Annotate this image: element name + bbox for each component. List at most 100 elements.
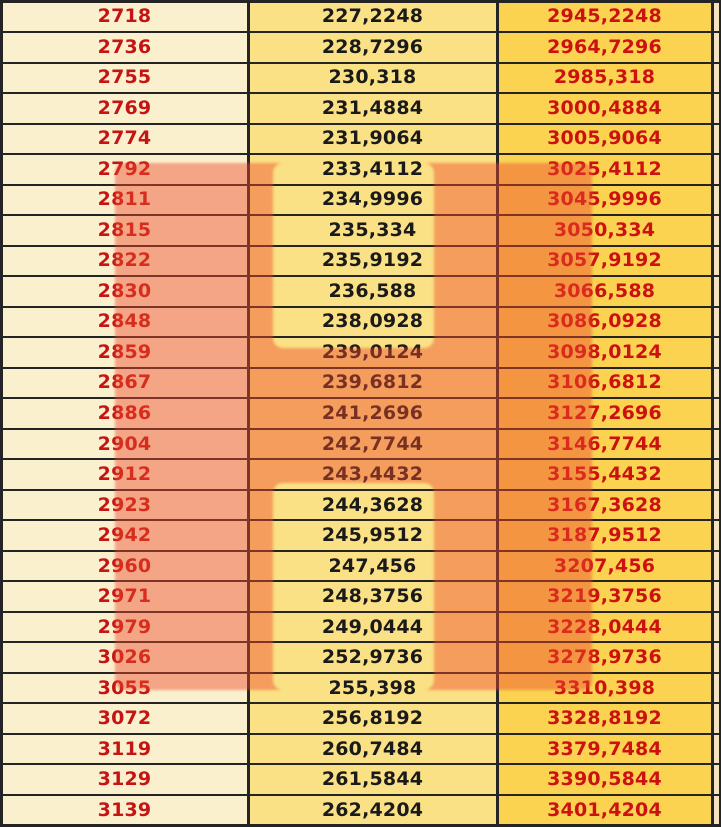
cell-row10-col3[interactable]: 3066,588: [498, 277, 711, 306]
cell-row24-col1[interactable]: 3072: [2, 704, 247, 733]
cell-row20-col3[interactable]: 3219,3756: [498, 582, 711, 611]
cell-row14-col1[interactable]: 2886: [2, 399, 247, 428]
cell-row6-col1[interactable]: 2792: [2, 155, 247, 184]
cell-row10-col1[interactable]: 2830: [2, 277, 247, 306]
cell-row25-col3[interactable]: 3379,7484: [498, 734, 711, 764]
cell-row4-col3[interactable]: 3000,4884: [498, 94, 711, 123]
cell-row7-col3[interactable]: 3045,9996: [498, 185, 711, 215]
cell-row1-col3[interactable]: 2945,2248: [498, 2, 711, 32]
cell-row4-col2[interactable]: 231,4884: [249, 94, 496, 123]
cell-row20-col2[interactable]: 248,3756: [249, 582, 496, 611]
cell-row16-col2[interactable]: 243,4432: [249, 460, 496, 489]
edge-strip-cell: [713, 338, 719, 367]
edge-strip-cell: [713, 704, 719, 733]
cell-row11-col2[interactable]: 238,0928: [249, 307, 496, 337]
cell-row9-col2[interactable]: 235,9192: [249, 246, 496, 276]
cell-row13-col3[interactable]: 3106,6812: [498, 368, 711, 398]
cell-row7-col2[interactable]: 234,9996: [249, 185, 496, 215]
cell-row5-col1[interactable]: 2774: [2, 124, 247, 154]
edge-strip-cell: [713, 124, 719, 154]
cell-row26-col1[interactable]: 3129: [2, 765, 247, 794]
cell-row12-col2[interactable]: 239,0124: [249, 338, 496, 367]
edge-strip-cell: [713, 63, 719, 93]
edge-strip-cell: [713, 582, 719, 611]
cell-row10-col2[interactable]: 236,588: [249, 277, 496, 306]
edge-strip-cell: [713, 612, 719, 642]
cell-row3-col3[interactable]: 2985,318: [498, 63, 711, 93]
cell-row26-col2[interactable]: 261,5844: [249, 765, 496, 794]
cell-row14-col3[interactable]: 3127,2696: [498, 399, 711, 428]
cell-row27-col2[interactable]: 262,4204: [249, 795, 496, 825]
cell-row8-col3[interactable]: 3050,334: [498, 216, 711, 245]
edge-strip-cell: [713, 734, 719, 764]
edge-strip-cell: [713, 795, 719, 825]
cell-row1-col2[interactable]: 227,2248: [249, 2, 496, 32]
cell-row20-col1[interactable]: 2971: [2, 582, 247, 611]
edge-strip-cell: [713, 33, 719, 62]
cell-row21-col2[interactable]: 249,0444: [249, 612, 496, 642]
cell-row3-col1[interactable]: 2755: [2, 63, 247, 93]
edge-strip-cell: [713, 399, 719, 428]
cell-row24-col3[interactable]: 3328,8192: [498, 704, 711, 733]
cell-row2-col3[interactable]: 2964,7296: [498, 33, 711, 62]
edge-strip-cell: [713, 94, 719, 123]
edge-strip-cell: [713, 643, 719, 672]
cell-row17-col1[interactable]: 2923: [2, 490, 247, 520]
cell-row8-col2[interactable]: 235,334: [249, 216, 496, 245]
cell-row22-col2[interactable]: 252,9736: [249, 643, 496, 672]
cell-row15-col3[interactable]: 3146,7744: [498, 429, 711, 459]
cell-row5-col3[interactable]: 3005,9064: [498, 124, 711, 154]
edge-strip-cell: [713, 460, 719, 489]
cell-row6-col3[interactable]: 3025,4112: [498, 155, 711, 184]
cell-row3-col2[interactable]: 230,318: [249, 63, 496, 93]
cell-row9-col1[interactable]: 2822: [2, 246, 247, 276]
cell-row23-col3[interactable]: 3310,398: [498, 673, 711, 703]
cell-row2-col1[interactable]: 2736: [2, 33, 247, 62]
cell-row18-col1[interactable]: 2942: [2, 521, 247, 550]
edge-strip-cell: [713, 490, 719, 520]
cell-row13-col2[interactable]: 239,6812: [249, 368, 496, 398]
cell-row23-col2[interactable]: 255,398: [249, 673, 496, 703]
cell-row25-col1[interactable]: 3119: [2, 734, 247, 764]
cell-row22-col1[interactable]: 3026: [2, 643, 247, 672]
cell-row24-col2[interactable]: 256,8192: [249, 704, 496, 733]
cell-row14-col2[interactable]: 241,2696: [249, 399, 496, 428]
cell-row16-col1[interactable]: 2912: [2, 460, 247, 489]
cell-row27-col1[interactable]: 3139: [2, 795, 247, 825]
cell-row5-col2[interactable]: 231,9064: [249, 124, 496, 154]
cell-row21-col3[interactable]: 3228,0444: [498, 612, 711, 642]
cell-row2-col2[interactable]: 228,7296: [249, 33, 496, 62]
cell-row25-col2[interactable]: 260,7484: [249, 734, 496, 764]
cell-row23-col1[interactable]: 3055: [2, 673, 247, 703]
cell-row11-col3[interactable]: 3086,0928: [498, 307, 711, 337]
cell-row12-col1[interactable]: 2859: [2, 338, 247, 367]
cell-row8-col1[interactable]: 2815: [2, 216, 247, 245]
cell-row6-col2[interactable]: 233,4112: [249, 155, 496, 184]
cell-row26-col3[interactable]: 3390,5844: [498, 765, 711, 794]
cell-row21-col1[interactable]: 2979: [2, 612, 247, 642]
edge-strip-cell: [713, 673, 719, 703]
edge-strip-cell: [713, 277, 719, 306]
cell-row19-col1[interactable]: 2960: [2, 551, 247, 581]
cell-row15-col1[interactable]: 2904: [2, 429, 247, 459]
cell-row17-col3[interactable]: 3167,3628: [498, 490, 711, 520]
cell-row19-col2[interactable]: 247,456: [249, 551, 496, 581]
edge-strip-cell: [713, 429, 719, 459]
cell-row15-col2[interactable]: 242,7744: [249, 429, 496, 459]
cell-row9-col3[interactable]: 3057,9192: [498, 246, 711, 276]
cell-row22-col3[interactable]: 3278,9736: [498, 643, 711, 672]
cell-row19-col3[interactable]: 3207,456: [498, 551, 711, 581]
cell-row13-col1[interactable]: 2867: [2, 368, 247, 398]
cell-row27-col3[interactable]: 3401,4204: [498, 795, 711, 825]
edge-strip-cell: [713, 307, 719, 337]
cell-row11-col1[interactable]: 2848: [2, 307, 247, 337]
cell-row18-col2[interactable]: 245,9512: [249, 521, 496, 550]
cell-row17-col2[interactable]: 244,3628: [249, 490, 496, 520]
cell-row18-col3[interactable]: 3187,9512: [498, 521, 711, 550]
cell-row16-col3[interactable]: 3155,4432: [498, 460, 711, 489]
cell-row1-col1[interactable]: 2718: [2, 2, 247, 32]
cell-row7-col1[interactable]: 2811: [2, 185, 247, 215]
cell-row12-col3[interactable]: 3098,0124: [498, 338, 711, 367]
cell-row4-col1[interactable]: 2769: [2, 94, 247, 123]
